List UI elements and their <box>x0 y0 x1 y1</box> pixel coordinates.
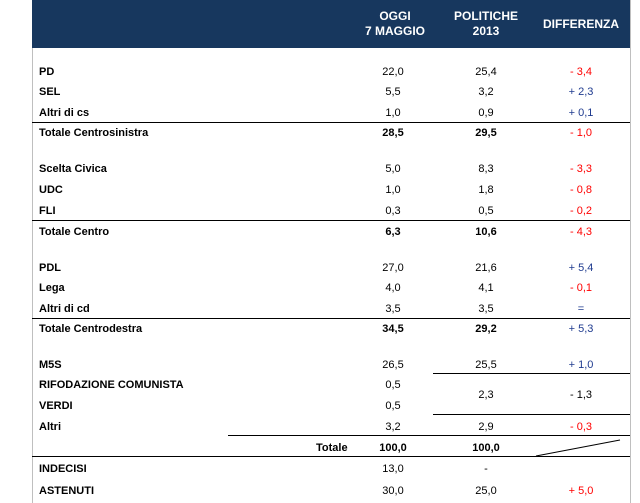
value-oggi: 26,5 <box>382 359 404 371</box>
value-politiche: 25,4 <box>475 66 497 78</box>
value-politiche: 1,8 <box>478 184 494 196</box>
value-differenza: - 3,3 <box>569 163 592 175</box>
divider <box>32 318 630 319</box>
value-differenza: = <box>577 303 585 315</box>
value-differenza: - 3,4 <box>569 66 592 78</box>
divider <box>228 435 630 436</box>
value-oggi: 0,3 <box>385 205 401 217</box>
value-oggi: 28,5 <box>382 127 404 139</box>
divider <box>433 373 630 374</box>
table-header <box>32 0 630 48</box>
value-oggi: 5,5 <box>385 86 401 98</box>
value-differenza: + 2,3 <box>568 86 594 98</box>
table-left-border <box>32 0 33 503</box>
value-oggi: 1,0 <box>385 184 401 196</box>
value-politiche: 8,3 <box>478 163 494 175</box>
row-label-sel: SEL <box>39 86 61 98</box>
divider <box>32 220 630 221</box>
value-politiche: 29,5 <box>475 127 497 139</box>
value-oggi: 22,0 <box>382 66 404 78</box>
divider <box>32 456 630 457</box>
value-differenza: + 5,0 <box>568 485 594 497</box>
value-politiche: - <box>484 463 488 475</box>
divider <box>433 414 630 415</box>
value-oggi: 13,0 <box>382 463 404 475</box>
header-politiche-line2: 2013 <box>472 24 500 38</box>
value-politiche: 100,0 <box>472 442 500 454</box>
value-politiche: 2,9 <box>478 421 494 433</box>
value-differenza: + 1,0 <box>568 359 594 371</box>
value-politiche: 3,2 <box>478 86 494 98</box>
row-label-m5s: M5S <box>39 359 62 371</box>
row-label-scelta-civica: Scelta Civica <box>39 163 107 175</box>
header-oggi-line2: 7 MAGGIO <box>364 24 425 38</box>
header-politiche-line1: POLITICHE <box>453 9 518 23</box>
row-label-totale-centro: Totale Centro <box>39 226 110 238</box>
row-label-astenuti: ASTENUTI <box>39 485 94 497</box>
value-oggi: 0,5 <box>385 400 401 412</box>
value-politiche-merged: 2,3 <box>478 389 494 401</box>
value-politiche: 10,6 <box>475 226 497 238</box>
value-differenza: - 0,2 <box>569 205 592 217</box>
value-oggi: 4,0 <box>385 282 401 294</box>
row-label-lega: Lega <box>39 282 65 294</box>
row-label-udc: UDC <box>39 184 63 196</box>
row-label-altri: Altri <box>39 421 61 433</box>
row-label-totale-centrosinistra: Totale Centrosinistra <box>39 127 149 139</box>
divider <box>32 122 630 123</box>
row-label-altri-cs: Altri di cs <box>39 107 90 119</box>
row-label-altri-cd: Altri di cd <box>39 303 90 315</box>
value-oggi: 5,0 <box>385 163 401 175</box>
value-politiche: 21,6 <box>475 262 497 274</box>
value-oggi: 100,0 <box>379 442 407 454</box>
row-label-totale: Totale <box>316 442 348 454</box>
value-oggi: 0,5 <box>385 379 401 391</box>
row-label-totale-centrodestra: Totale Centrodestra <box>39 323 143 335</box>
row-label-rifondazione-comunista: RIFODAZIONE COMUNISTA <box>39 379 184 391</box>
value-politiche: 29,2 <box>475 323 497 335</box>
header-oggi-line1: OGGI <box>379 9 411 23</box>
header-oggi: OGGI 7 MAGGIO <box>355 9 435 39</box>
value-oggi: 3,5 <box>385 303 401 315</box>
value-oggi: 3,2 <box>385 421 401 433</box>
value-politiche: 25,0 <box>475 485 497 497</box>
value-differenza: - 4,3 <box>569 226 592 238</box>
row-label-fli: FLI <box>39 205 56 217</box>
value-politiche: 3,5 <box>478 303 494 315</box>
value-politiche: 0,5 <box>478 205 494 217</box>
header-differenza: DIFFERENZA <box>543 17 619 31</box>
value-differenza: - 0,3 <box>569 421 592 433</box>
value-differenza: + 0,1 <box>568 107 594 119</box>
value-oggi: 27,0 <box>382 262 404 274</box>
row-label-indecisi: INDECISI <box>39 463 87 475</box>
value-politiche: 4,1 <box>478 282 494 294</box>
value-oggi: 1,0 <box>385 107 401 119</box>
value-oggi: 34,5 <box>382 323 404 335</box>
row-label-pdl: PDL <box>39 262 61 274</box>
value-differenza: + 5,4 <box>568 262 594 274</box>
value-oggi: 30,0 <box>382 485 404 497</box>
diagonal-strike-icon <box>535 439 621 457</box>
value-differenza: - 0,1 <box>569 282 592 294</box>
header-politiche: POLITICHE 2013 <box>446 9 526 39</box>
value-differenza: - 1,0 <box>569 127 592 139</box>
value-oggi: 6,3 <box>385 226 401 238</box>
row-label-verdi: VERDI <box>39 400 73 412</box>
value-differenza: + 5,3 <box>568 323 594 335</box>
value-differenza-merged: - 1,3 <box>569 389 592 401</box>
value-politiche: 0,9 <box>478 107 494 119</box>
value-politiche: 25,5 <box>475 359 497 371</box>
row-label-pd: PD <box>39 66 55 78</box>
value-differenza: - 0,8 <box>569 184 592 196</box>
table-right-border <box>630 0 631 503</box>
